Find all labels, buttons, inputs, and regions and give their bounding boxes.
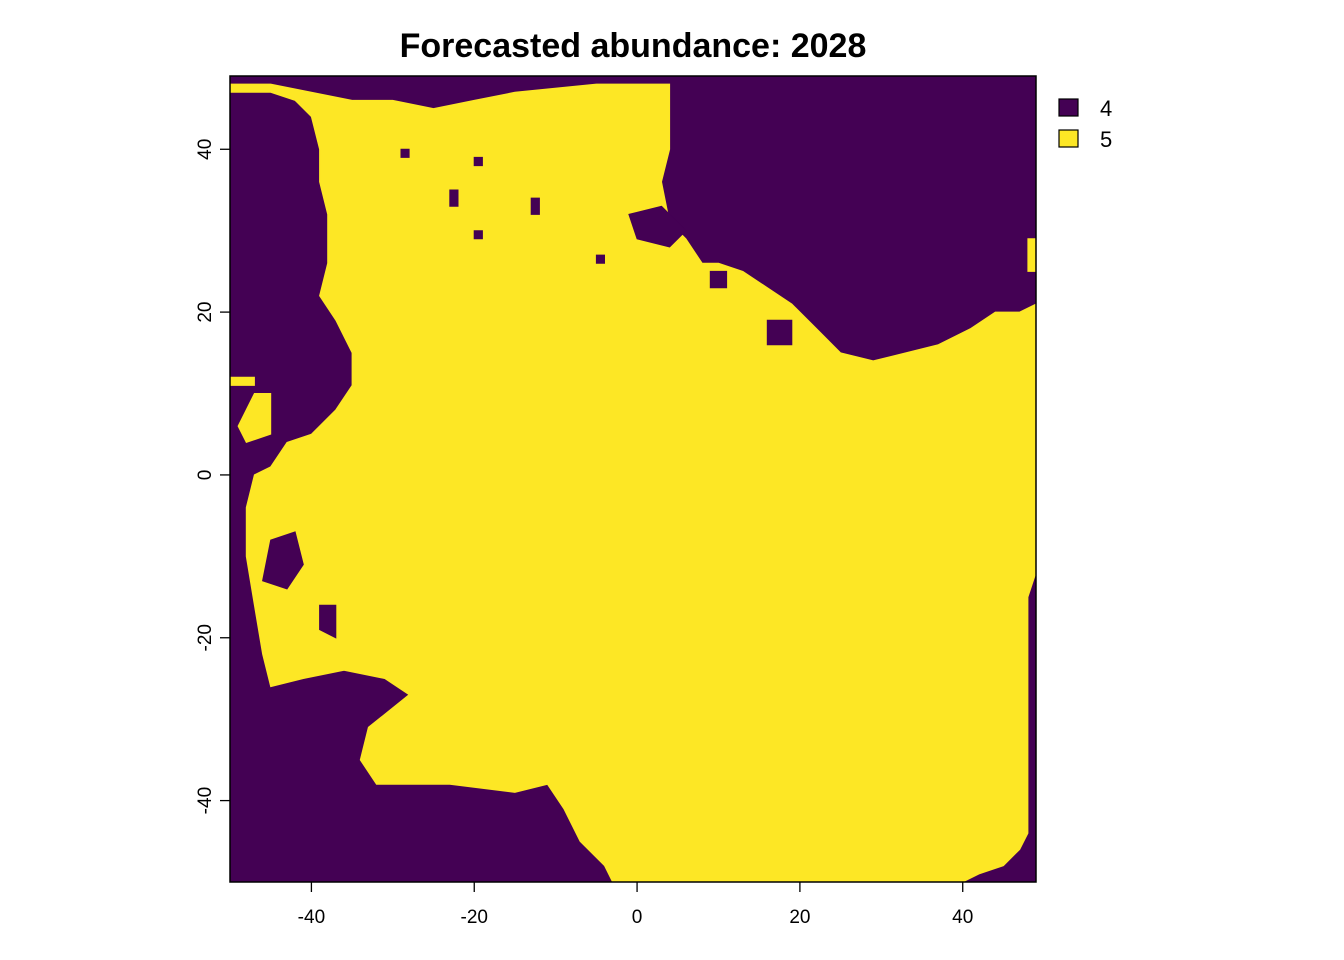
y-tick-label: 0 [195, 470, 216, 481]
raster-region-south-west-inlet-2 [319, 604, 337, 639]
y-tick-label: 40 [195, 139, 216, 160]
raster-region-west-strip [229, 376, 255, 386]
y-axis: -40 -20 0 20 40 [195, 139, 230, 814]
x-tick-label: 0 [632, 907, 643, 928]
legend-swatch-4 [1058, 98, 1079, 117]
y-tick-label: -40 [195, 787, 216, 814]
raster-region-north-east-strip [1027, 238, 1037, 272]
raster-layer [229, 76, 1037, 883]
plot-frame [229, 75, 1037, 883]
y-tick-label: -20 [195, 624, 216, 651]
x-tick-label: 40 [952, 907, 973, 928]
raster-region-north-hole-5 [473, 230, 483, 240]
x-tick-label: 20 [789, 907, 810, 928]
legend-swatch-5 [1058, 129, 1079, 148]
x-tick-label: -20 [461, 907, 488, 928]
chart-title: Forecasted abundance: 2028 [400, 27, 867, 65]
raster-region-south-west-inlet [262, 531, 304, 590]
x-tick-label: -40 [298, 907, 325, 928]
raster-region-main-region [229, 83, 1037, 883]
x-axis: -40 -20 0 20 40 [298, 882, 973, 928]
raster-region-central-east-spot [709, 270, 728, 289]
plot-border [229, 75, 1037, 883]
raster-region-north-hole-6 [595, 254, 605, 264]
raster-region-west-pocket [237, 393, 272, 444]
legend-label-5: 5 [1100, 127, 1112, 152]
legend-label-4: 4 [1100, 96, 1112, 121]
raster-region-north-hole-1 [400, 148, 410, 158]
raster-region-east-bay-spur [628, 205, 687, 248]
legend: 45 [1058, 96, 1112, 152]
raster-region-north-hole-4 [530, 197, 540, 215]
raster-region-north-hole-2 [473, 156, 483, 167]
y-tick-label: 20 [195, 302, 216, 323]
raster-region-north-hole-3 [449, 189, 459, 207]
raster-region-east-spot [766, 319, 793, 346]
